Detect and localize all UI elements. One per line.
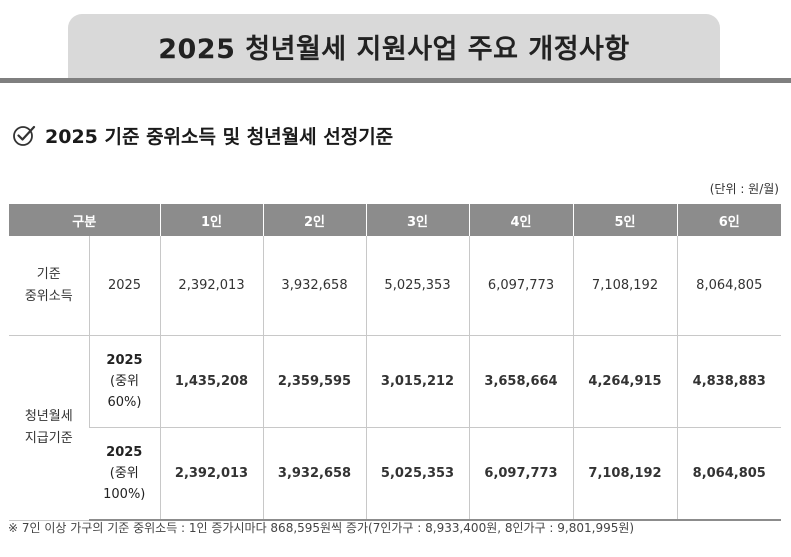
table-cell: 2,359,595: [262, 335, 367, 428]
youth-rent-60-label: 2025 (중위 60%): [88, 335, 161, 428]
table-cell: 8,064,805: [676, 427, 782, 521]
table-cell: 2,392,013: [159, 427, 264, 521]
header-col: 6인: [676, 204, 782, 236]
header-col: 5인: [572, 204, 678, 236]
table-row: 2025 (중위 100%) 2,392,013 3,932,658 5,025…: [9, 427, 782, 521]
banner-title: 2025 청년월세 지원사업 주요 개정사항: [68, 14, 720, 78]
table-cell: 3,015,212: [365, 335, 470, 428]
table-cell: 7,108,192: [572, 427, 678, 521]
table-cell: 6,097,773: [468, 427, 574, 521]
table-cell: 3,932,658: [262, 236, 367, 336]
header-col: 4인: [468, 204, 574, 236]
table-cell: 7,108,192: [572, 236, 678, 336]
table-cell: 3,658,664: [468, 335, 574, 428]
table-cell: 2,392,013: [159, 236, 264, 336]
header-col: 2인: [262, 204, 367, 236]
header-col: 3인: [365, 204, 470, 236]
footnote: ※ 7인 이상 가구의 기준 중위소득 : 1인 증가시마다 868,595원씩…: [8, 521, 635, 535]
header-col: 1인: [159, 204, 264, 236]
table-cell: 8,064,805: [676, 236, 782, 336]
table-cell: 4,264,915: [572, 335, 678, 428]
header-row: 구분 1인 2인 3인 4인 5인 6인: [9, 204, 782, 236]
table-row: 청년월세 지급기준 2025 (중위 60%) 1,435,208 2,359,…: [9, 335, 782, 521]
header-category: 구분: [9, 204, 161, 236]
base-income-label: 기준 중위소득: [9, 236, 89, 336]
table-cell: 3,932,658: [262, 427, 367, 521]
table-cell: 5,025,353: [365, 427, 470, 521]
table-cell: 1,435,208: [159, 335, 264, 428]
unit-label: (단위 : 원/월): [709, 182, 779, 196]
base-income-year: 2025: [88, 236, 161, 336]
section-heading: 2025 기준 중위소득 및 청년월세 선정기준: [12, 118, 393, 152]
banner-rule: [0, 78, 791, 83]
youth-rent-100-label: 2025 (중위 100%): [89, 427, 161, 521]
table-cell: 4,838,883: [676, 335, 782, 428]
youth-rent-label: 청년월세 지급기준: [9, 335, 89, 521]
income-table: 구분 1인 2인 3인 4인 5인 6인 기준 중위소득 2025 2,392,…: [9, 204, 782, 521]
section-title: 2025 기준 중위소득 및 청년월세 선정기준: [45, 125, 394, 148]
check-circle-icon: [13, 125, 36, 146]
table-cell: 5,025,353: [365, 236, 470, 336]
table-row: 기준 중위소득 2025 2,392,013 3,932,658 5,025,3…: [9, 236, 782, 336]
table-cell: 6,097,773: [468, 236, 574, 336]
